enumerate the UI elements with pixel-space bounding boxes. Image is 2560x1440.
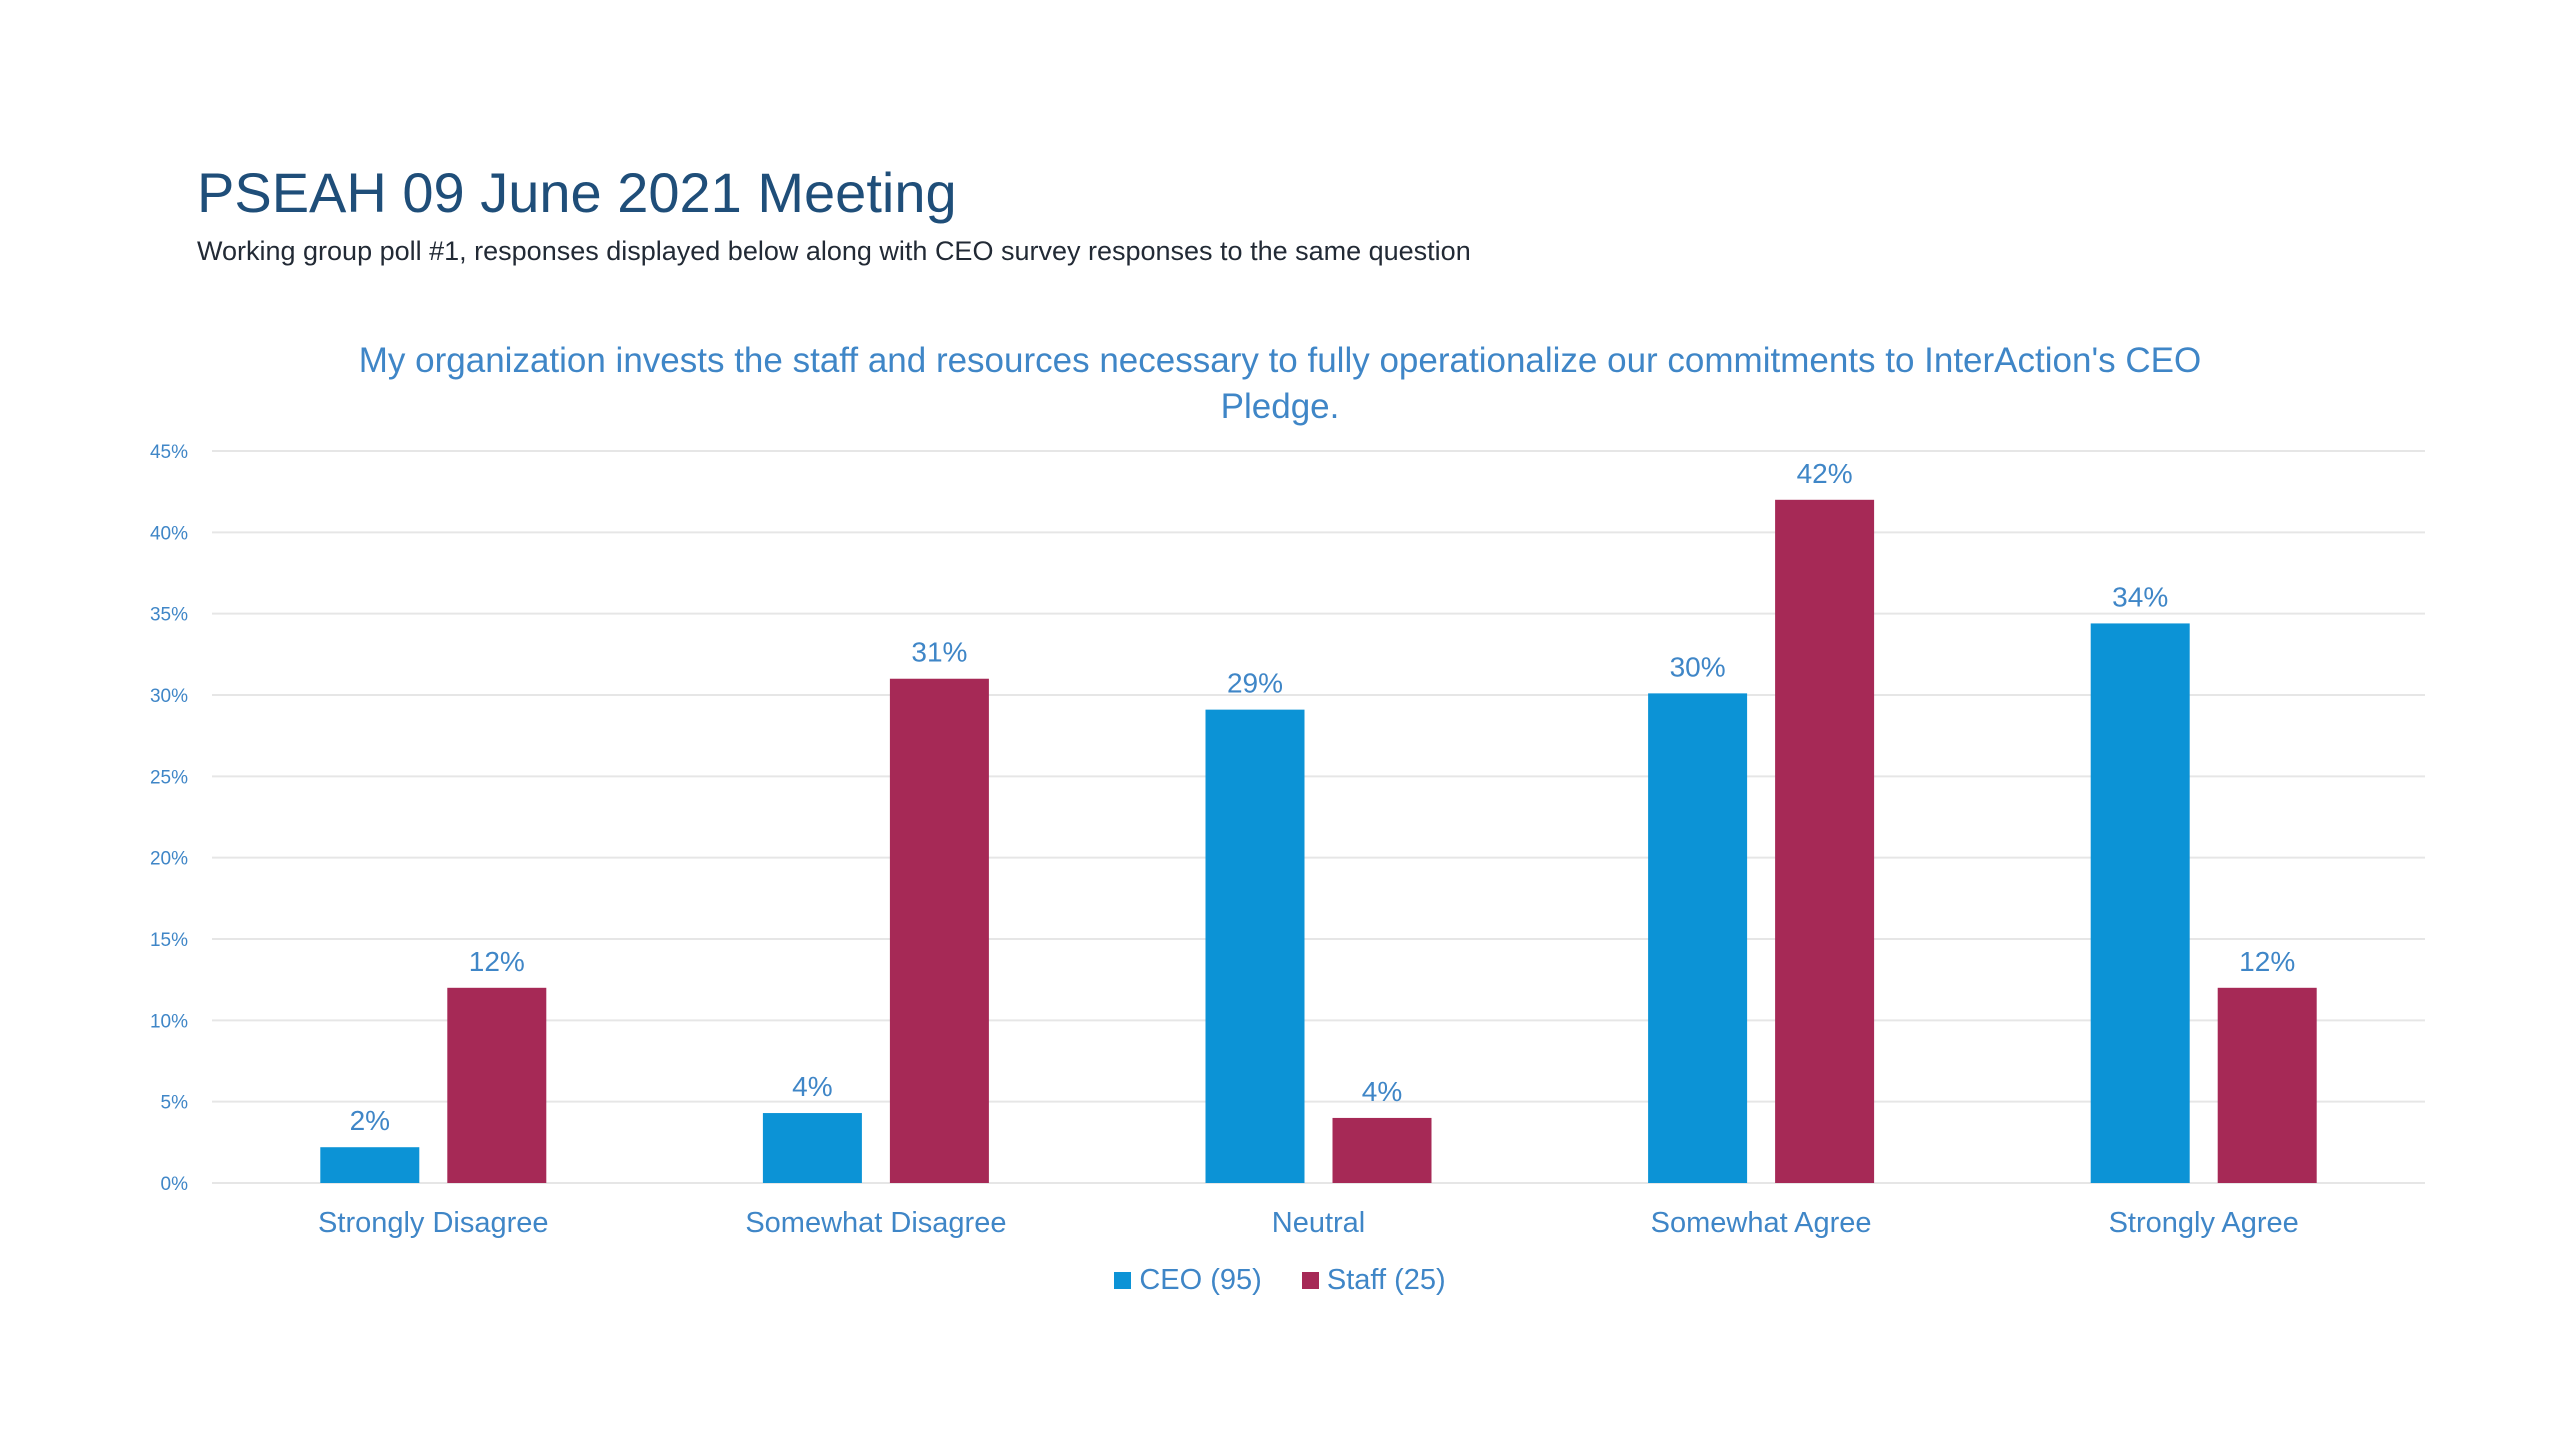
bar-staff <box>1332 1117 1432 1183</box>
legend-item-ceo: CEO (95) <box>1114 1264 1262 1297</box>
legend-swatch-staff <box>1301 1272 1319 1289</box>
page-subtitle: Working group poll #1, responses display… <box>197 236 1471 266</box>
x-tick-label: Somewhat Agree <box>1651 1207 1872 1239</box>
bar-staff <box>1775 499 1875 1183</box>
bar-staff <box>447 987 547 1183</box>
bar-ceo <box>2090 623 2190 1183</box>
data-label: 30% <box>1670 651 1726 682</box>
bar-ceo <box>762 1113 862 1183</box>
x-tick-label: Neutral <box>1272 1207 1366 1239</box>
bars <box>320 499 2317 1183</box>
data-label: 42% <box>1797 458 1853 489</box>
legend-label-ceo: CEO (95) <box>1139 1264 1262 1296</box>
data-label: 12% <box>469 946 525 977</box>
x-tick-label: Strongly Agree <box>2109 1207 2299 1239</box>
y-tick-label: 15% <box>150 930 188 951</box>
legend-item-staff: Staff (25) <box>1301 1264 1446 1297</box>
chart-title: My organization invests the staff and re… <box>358 341 2202 426</box>
bar-ceo <box>1648 693 1748 1183</box>
y-tick-label: 30% <box>150 686 188 707</box>
bar-ceo <box>1205 709 1305 1183</box>
y-tick-label: 5% <box>161 1093 189 1114</box>
data-label: 34% <box>2112 581 2168 612</box>
legend: CEO (95) Staff (25) <box>0 1264 2560 1297</box>
bar-staff <box>889 678 989 1183</box>
gridlines <box>212 450 2425 1184</box>
y-tick-label: 0% <box>161 1174 189 1195</box>
y-tick-label: 20% <box>150 849 188 870</box>
data-label: 4% <box>792 1071 832 1102</box>
y-tick-label: 25% <box>150 767 188 788</box>
legend-label-staff: Staff (25) <box>1326 1264 1446 1296</box>
data-label: 29% <box>1227 668 1283 699</box>
data-label: 4% <box>1362 1076 1402 1107</box>
data-label: 31% <box>911 637 967 668</box>
legend-swatch-ceo <box>1114 1272 1132 1289</box>
y-tick-label: 35% <box>150 605 188 626</box>
y-tick-label: 40% <box>150 523 188 544</box>
page-title: PSEAH 09 June 2021 Meeting <box>197 161 957 224</box>
x-axis-ticks: Strongly Disagree Somewhat Disagree Neutra… <box>318 1207 2299 1239</box>
y-tick-label: 10% <box>150 1011 188 1032</box>
data-label: 12% <box>2239 946 2295 977</box>
bar-staff <box>2217 987 2317 1183</box>
y-tick-label: 45% <box>150 442 188 463</box>
data-label: 2% <box>350 1105 390 1136</box>
y-axis-ticks: 0% 5% 10% 15% 20% 25% 30% 35% 40% 45% <box>150 442 188 1195</box>
bar-ceo <box>320 1147 420 1183</box>
x-tick-label: Strongly Disagree <box>318 1207 549 1239</box>
x-tick-label: Somewhat Disagree <box>745 1207 1006 1239</box>
data-labels: 2% 12% 4% 31% 29% 4% 30% 42% 34% 12% <box>350 458 2296 1136</box>
